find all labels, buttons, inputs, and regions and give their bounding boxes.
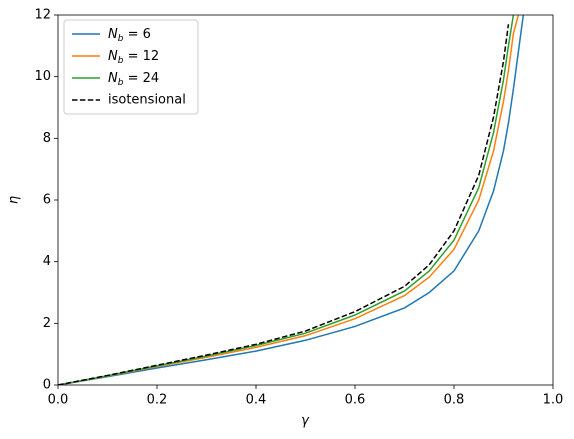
x-tick-label: 0.2 <box>147 393 168 408</box>
y-tick-label: 10 <box>34 69 51 84</box>
series-line <box>58 24 510 385</box>
legend-label: isotensional <box>108 93 186 108</box>
series-line <box>58 15 520 385</box>
x-tick-label: 0.8 <box>444 393 465 408</box>
x-tick-label: 0.0 <box>48 393 69 408</box>
y-tick-label: 6 <box>43 193 51 208</box>
y-tick-label: 12 <box>34 8 51 23</box>
legend: Nb = 6 Nb = 12 Nb = 24 isotensional <box>63 19 199 115</box>
x-axis-label: γ <box>301 414 310 429</box>
y-tick-label: 8 <box>43 131 51 146</box>
y-tick-label: 4 <box>43 254 51 269</box>
y-tick-label: 2 <box>43 316 51 331</box>
y-tick-label: 0 <box>43 378 51 393</box>
x-tick-label: 1.0 <box>543 393 564 408</box>
legend-label: Nb = 12 <box>108 49 159 66</box>
legend-label: Nb = 24 <box>108 71 159 88</box>
legend-label: Nb = 6 <box>108 27 151 44</box>
plot-frame <box>57 14 554 386</box>
series-line <box>58 15 525 385</box>
legend-box <box>63 19 199 115</box>
x-tick-label: 0.6 <box>345 393 366 408</box>
y-axis-label: η <box>7 196 22 204</box>
x-tick-label: 0.4 <box>246 393 267 408</box>
series-line <box>58 15 515 385</box>
